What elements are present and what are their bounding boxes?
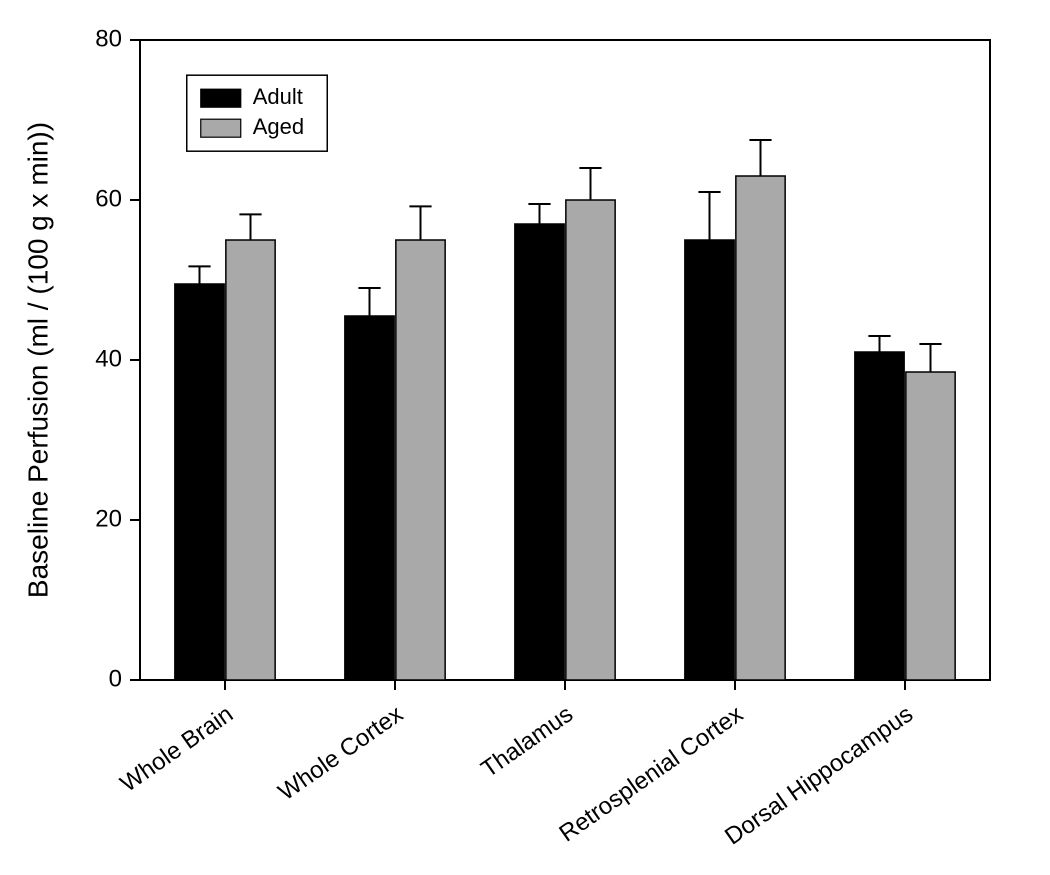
bar-adult xyxy=(685,240,734,680)
bar-aged xyxy=(226,240,275,680)
bar-aged xyxy=(566,200,615,680)
legend-swatch xyxy=(201,89,241,107)
y-tick-label: 0 xyxy=(109,665,122,692)
legend-label: Adult xyxy=(253,84,303,109)
x-category-label: Whole Brain xyxy=(115,701,238,798)
legend-swatch xyxy=(201,119,241,137)
bar-aged xyxy=(906,372,955,680)
x-category-label: Thalamus xyxy=(476,701,578,784)
y-tick-label: 20 xyxy=(95,505,122,532)
bar-aged xyxy=(736,176,785,680)
x-category-label: Dorsal Hippocampus xyxy=(720,701,918,851)
x-category-label: Whole Cortex xyxy=(273,701,408,807)
bar-adult xyxy=(345,316,394,680)
bar-adult xyxy=(855,352,904,680)
chart-svg: 0 20 40 60 80 Baseline Perfusion (ml / (100 g… xyxy=(0,0,1050,875)
x-category-label: Retrosplenial Cortex xyxy=(554,701,748,848)
y-tick-label: 40 xyxy=(95,345,122,372)
bar-aged xyxy=(396,240,445,680)
bar-adult xyxy=(515,224,564,680)
y-tick-label: 60 xyxy=(95,185,122,212)
legend-label: Aged xyxy=(253,114,304,139)
perfusion-bar-chart: 0 20 40 60 80 Baseline Perfusion (ml / (100 g… xyxy=(0,0,1050,875)
bar-adult xyxy=(175,284,224,680)
y-tick-label: 80 xyxy=(95,25,122,52)
y-axis-title: Baseline Perfusion (ml / (100 g x min)) xyxy=(22,122,53,598)
